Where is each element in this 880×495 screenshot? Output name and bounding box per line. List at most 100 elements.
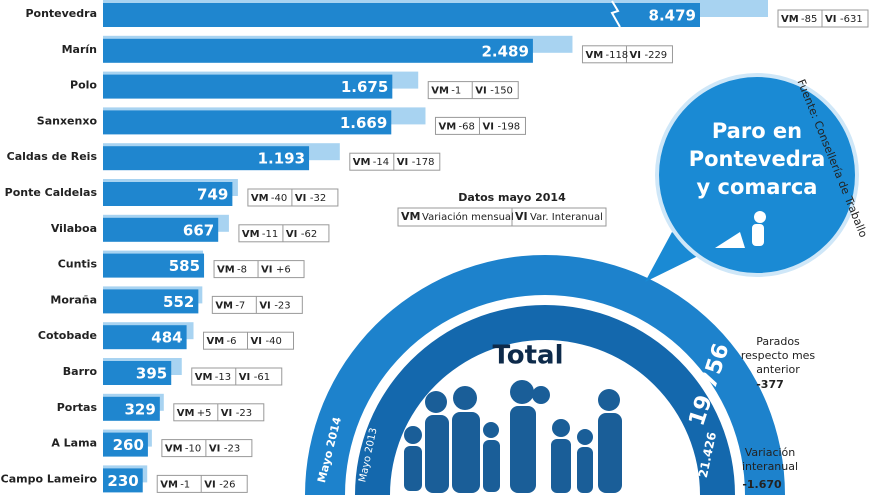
monthly-label: Parados: [756, 335, 800, 348]
category-label: Caldas de Reis: [7, 150, 98, 163]
bar-2014: [103, 74, 393, 99]
category-label: A Lama: [51, 437, 97, 450]
vi-value: -198: [497, 121, 520, 132]
legend-box: [397, 207, 607, 227]
bar-2014: [103, 253, 205, 278]
category-label: Portas: [57, 401, 98, 414]
value-label: 552: [163, 293, 194, 311]
vi-key: VI: [482, 121, 493, 132]
vm-key: VM: [353, 157, 371, 168]
vi-key: VI: [221, 408, 232, 419]
vi-key: VI: [295, 193, 306, 204]
yearly-label: Variación: [745, 446, 796, 459]
vm-key: VM: [781, 14, 799, 25]
vm-value: -40: [271, 193, 287, 204]
value-label: 260: [113, 436, 144, 454]
bar-2014: [103, 468, 143, 493]
change-box: [427, 81, 519, 100]
vi-key: VI: [475, 86, 486, 97]
vm-key: VM: [160, 479, 178, 490]
legend-key: VI: [515, 210, 528, 223]
bar-2014: [103, 432, 148, 457]
vm-value: -14: [373, 157, 389, 168]
bar-2014: [103, 217, 219, 242]
vi-value: -23: [224, 444, 240, 455]
vm-value: -1: [180, 479, 190, 490]
change-box: [349, 152, 441, 171]
category-label: Cotobade: [38, 329, 97, 342]
change-box: [581, 45, 673, 64]
vi-value: -631: [840, 14, 863, 25]
vm-key: VM: [207, 336, 225, 347]
value-label: 395: [136, 365, 167, 383]
legend-label: Var. Interanual: [530, 212, 603, 223]
vm-value: -85: [801, 14, 817, 25]
vm-value: -8: [237, 265, 247, 276]
vi-key: VI: [239, 372, 250, 383]
value-label: 667: [183, 221, 214, 239]
value-label: 1.669: [340, 114, 387, 132]
vm-value: -10: [185, 444, 201, 455]
vi-value: -229: [644, 50, 667, 61]
yearly-label: interanual: [742, 460, 798, 473]
change-box: [777, 9, 869, 28]
vm-value: -13: [215, 372, 231, 383]
legend-key: VM: [401, 210, 420, 223]
change-box: [247, 188, 339, 207]
value-label: 1.193: [258, 150, 305, 168]
value-label: 484: [151, 329, 182, 347]
bar-2014: [103, 3, 700, 27]
vm-value: -6: [227, 336, 237, 347]
vm-key: VM: [431, 86, 449, 97]
vi-value: -32: [310, 193, 326, 204]
vm-key: VM: [585, 50, 603, 61]
value-label: 585: [169, 257, 200, 275]
change-box: [203, 331, 295, 350]
legend-title: Datos mayo 2014: [458, 191, 566, 204]
category-label: Ponte Caldelas: [5, 186, 98, 199]
legend-label: Variación mensual: [422, 211, 514, 223]
value-label: 8.479: [649, 7, 696, 25]
silhouettes: [404, 380, 622, 493]
vi-key: VI: [204, 479, 215, 490]
vm-key: VM: [438, 121, 456, 132]
bar-2014: [103, 396, 160, 421]
vi-value: -26: [219, 479, 235, 490]
vi-value: -40: [266, 336, 282, 347]
vm-key: VM: [215, 300, 233, 311]
vi-value: -62: [301, 229, 317, 240]
category-label: Pontevedra: [25, 7, 97, 20]
value-label: 329: [125, 400, 156, 418]
vm-value: -11: [262, 229, 278, 240]
bar-2014: [103, 110, 392, 135]
arc-2014: [305, 255, 785, 495]
change-box: [238, 224, 330, 243]
vi-key: VI: [209, 444, 220, 455]
vi-key: VI: [629, 50, 640, 61]
vm-value: +5: [197, 408, 212, 419]
bubble-text: Paro en: [712, 119, 802, 143]
monthly-value: -377: [756, 378, 784, 391]
worker-icon: [715, 211, 766, 248]
category-label: Moraña: [50, 293, 97, 306]
yearly-value: -1.670: [742, 478, 782, 491]
bar-break: [610, 0, 621, 28]
category-label: Vilaboa: [51, 222, 97, 235]
vi-value: -150: [490, 86, 513, 97]
vm-value: -7: [235, 300, 245, 311]
change-box: [211, 295, 303, 314]
change-box: [156, 474, 248, 493]
change-box: [191, 367, 283, 386]
vi-key: VI: [397, 157, 408, 168]
category-label: Barro: [63, 365, 98, 378]
value-label: 749: [197, 186, 228, 204]
value-label: 1.675: [341, 78, 388, 96]
value-label: 230: [107, 472, 138, 490]
vi-value: -178: [412, 157, 435, 168]
vm-key: VM: [242, 229, 260, 240]
change-box: [213, 260, 305, 279]
value-label: 2.489: [481, 42, 528, 60]
vm-value: -118: [605, 50, 628, 61]
